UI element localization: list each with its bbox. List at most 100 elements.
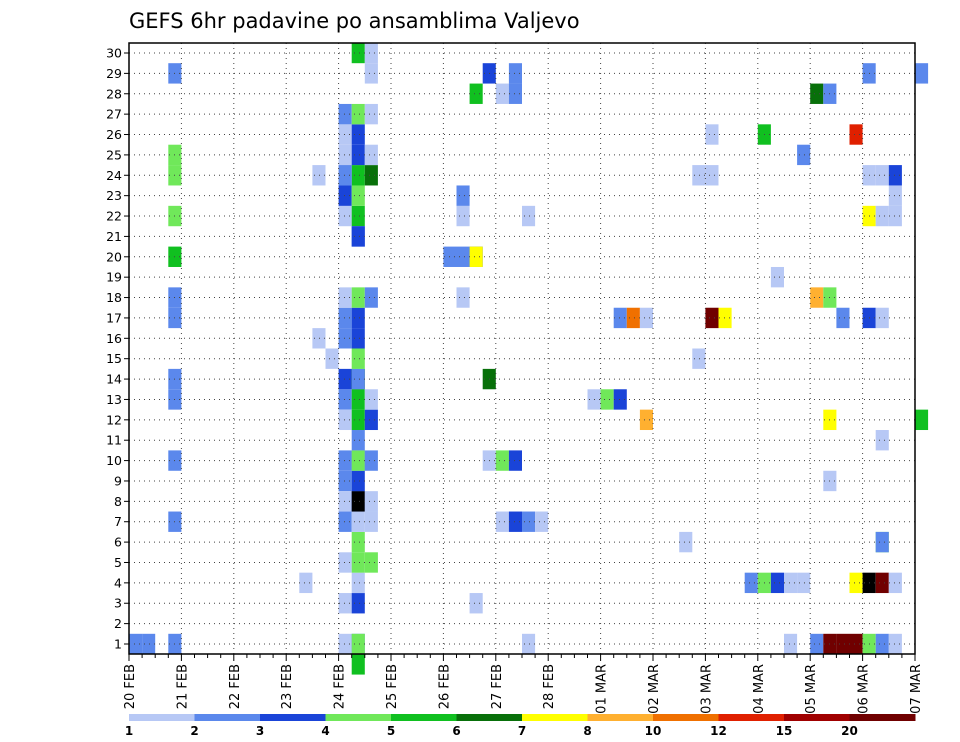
heatmap-cell: [299, 572, 313, 594]
heatmap-cell: [705, 124, 719, 145]
y-tick-label: 9: [114, 473, 122, 488]
heatmap-cell: [522, 511, 536, 532]
colorbar-label: 8: [583, 724, 591, 738]
heatmap-cell: [679, 531, 693, 553]
x-tick-label: 02 MAR: [647, 664, 662, 714]
heatmap-cell: [338, 144, 352, 166]
heatmap-cell: [351, 103, 365, 125]
y-tick-label: 2: [114, 616, 122, 631]
x-tick-label: 25 FEB: [385, 664, 400, 709]
heatmap-cell: [508, 450, 522, 471]
heatmap-cell: [469, 593, 483, 614]
heatmap-cell: [364, 552, 378, 573]
heatmap-cell: [351, 307, 365, 329]
colorbar-swatch: [129, 714, 195, 721]
y-tick-label: 30: [106, 46, 122, 61]
heatmap-cell: [888, 205, 902, 227]
heatmap-cell: [338, 491, 352, 512]
heatmap-cell: [338, 307, 352, 329]
colorbar-swatch: [325, 714, 392, 721]
x-tick-label: 24 FEB: [333, 664, 348, 709]
heatmap-cell: [639, 409, 653, 431]
heatmap-cell: [849, 124, 863, 145]
heatmap-cell: [836, 633, 850, 655]
colorbar-swatch: [391, 714, 457, 721]
heatmap-cell: [705, 165, 719, 186]
heatmap-cell: [351, 389, 365, 410]
y-tick-label: 23: [106, 188, 122, 203]
x-tick-label: 04 MAR: [752, 664, 767, 714]
heatmap-cell: [364, 42, 378, 64]
heatmap-cell: [338, 552, 352, 573]
heatmap-cell: [535, 511, 549, 532]
heatmap-cell: [338, 450, 352, 471]
heatmap-cell: [338, 124, 352, 145]
heatmap-cell: [129, 633, 143, 655]
heatmap-cell: [351, 42, 365, 64]
y-axis: 1234567891011121314151617181920212223242…: [106, 46, 129, 652]
heatmap-cell: [875, 307, 889, 329]
heatmap-cell: [338, 205, 352, 227]
heatmap-cell: [351, 348, 365, 369]
heatmap-cell: [338, 633, 352, 655]
heatmap-cell: [888, 633, 902, 655]
heatmap-cells: [129, 42, 929, 675]
y-tick-label: 10: [106, 453, 122, 468]
heatmap-cell: [351, 205, 365, 227]
heatmap-cell: [522, 205, 536, 227]
y-tick-label: 16: [106, 331, 122, 346]
colorbar-swatch: [194, 714, 261, 721]
heatmap-cell: [364, 144, 378, 166]
y-tick-label: 6: [114, 535, 122, 550]
heatmap-cell: [626, 307, 640, 329]
colorbar-label: 6: [452, 724, 460, 738]
heatmap-cell: [351, 470, 365, 492]
heatmap-cell: [338, 165, 352, 186]
heatmap-cell: [888, 185, 902, 206]
colorbar: 1 2 3 4 5 6 7 8 10 12 15 20: [125, 714, 916, 738]
colorbar-label: 20: [841, 724, 858, 738]
colorbar-swatch: [587, 714, 654, 721]
heatmap-cell: [364, 491, 378, 512]
x-tick-label: 22 FEB: [228, 664, 243, 709]
heatmap-cell: [364, 450, 378, 471]
heatmap-cell: [338, 593, 352, 614]
plot-frame: [128, 42, 916, 655]
heatmap-cell: [508, 511, 522, 532]
heatmap-cell: [351, 185, 365, 206]
y-tick-label: 12: [106, 412, 122, 427]
heatmap-cell: [338, 368, 352, 390]
heatmap-cell: [836, 307, 850, 329]
heatmap-cell: [142, 633, 156, 655]
colorbar-label: 10: [645, 724, 662, 738]
x-tick-label: 21 FEB: [175, 664, 190, 709]
heatmap-cell: [692, 165, 706, 186]
y-tick-label: 27: [106, 107, 122, 122]
heatmap-cell: [522, 633, 536, 655]
heatmap-cell: [351, 593, 365, 614]
heatmap-cell: [338, 470, 352, 492]
heatmap-cell: [495, 511, 509, 532]
heatmap-cell: [338, 328, 352, 349]
heatmap-cell: [351, 531, 365, 553]
x-tick-label: 07 MAR: [909, 664, 924, 714]
heatmap-cell: [915, 63, 929, 84]
heatmap-cell: [325, 348, 339, 369]
heatmap-cell: [351, 572, 365, 594]
heatmap-cell: [718, 307, 732, 329]
heatmap-cell: [351, 124, 365, 145]
y-tick-label: 20: [106, 249, 122, 264]
heatmap-cell: [351, 409, 365, 431]
heatmap-cell: [351, 226, 365, 247]
heatmap-cell: [875, 430, 889, 451]
x-tick-label: 28 FEB: [542, 664, 557, 709]
colorbar-swatch: [653, 714, 719, 721]
colorbar-swatch: [456, 714, 523, 721]
heatmap-cell: [338, 185, 352, 206]
heatmap-cell: [351, 491, 365, 512]
heatmap-cell: [875, 205, 889, 227]
y-tick-label: 4: [114, 575, 122, 590]
heatmap-cell: [495, 83, 509, 104]
y-tick-label: 21: [106, 229, 122, 244]
heatmap-cell: [797, 144, 811, 166]
